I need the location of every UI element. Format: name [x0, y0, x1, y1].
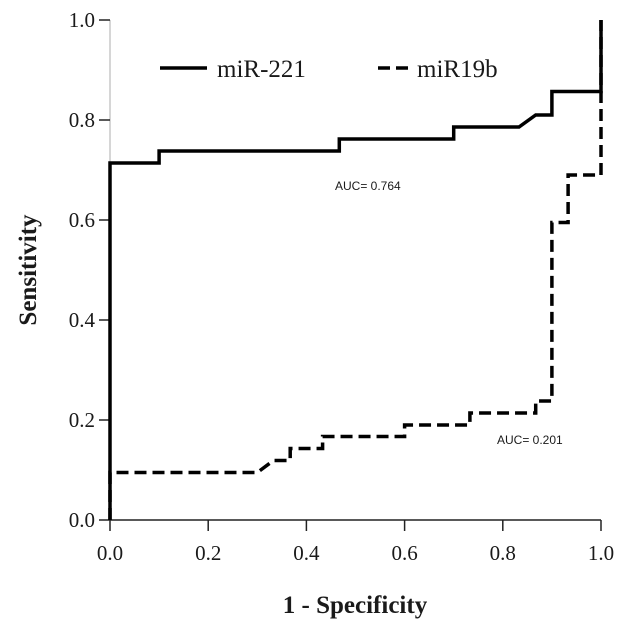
x-tick-label: 0.8	[490, 541, 516, 565]
legend: miR-221 miR19b	[160, 56, 498, 83]
series-lines	[108, 20, 603, 520]
auc-annotation-mir19b: AUC= 0.201	[497, 433, 563, 447]
x-tick-label: 1.0	[588, 541, 614, 565]
legend-label-mir221: miR-221	[217, 56, 306, 83]
x-axis-title: 1 - Specificity	[283, 592, 428, 619]
y-tick-label: 0.6	[69, 208, 95, 232]
y-tick-label: 1.0	[69, 8, 95, 32]
axes: 0.0 0.2 0.4 0.6 0.8 1.0 0.0 0.2 0.4 0.6 0.8 1.0	[69, 8, 614, 565]
y-tick-label: 0.8	[69, 108, 95, 132]
y-tick-label: 0.4	[69, 308, 96, 332]
y-tick-label: 0.2	[69, 408, 95, 432]
legend-label-mir19b: miR19b	[417, 56, 498, 83]
series-line-mir19b	[108, 20, 603, 520]
series-line-mir221	[108, 20, 603, 520]
y-tick-label: 0.0	[69, 508, 95, 532]
x-tick-label: 0.4	[293, 541, 320, 565]
x-tick-label: 0.0	[97, 541, 123, 565]
x-tick-label: 0.6	[391, 541, 417, 565]
y-axis-title: Sensitivity	[15, 214, 42, 326]
x-tick-label: 0.2	[195, 541, 221, 565]
auc-annotation-mir221: AUC= 0.764	[335, 179, 401, 193]
